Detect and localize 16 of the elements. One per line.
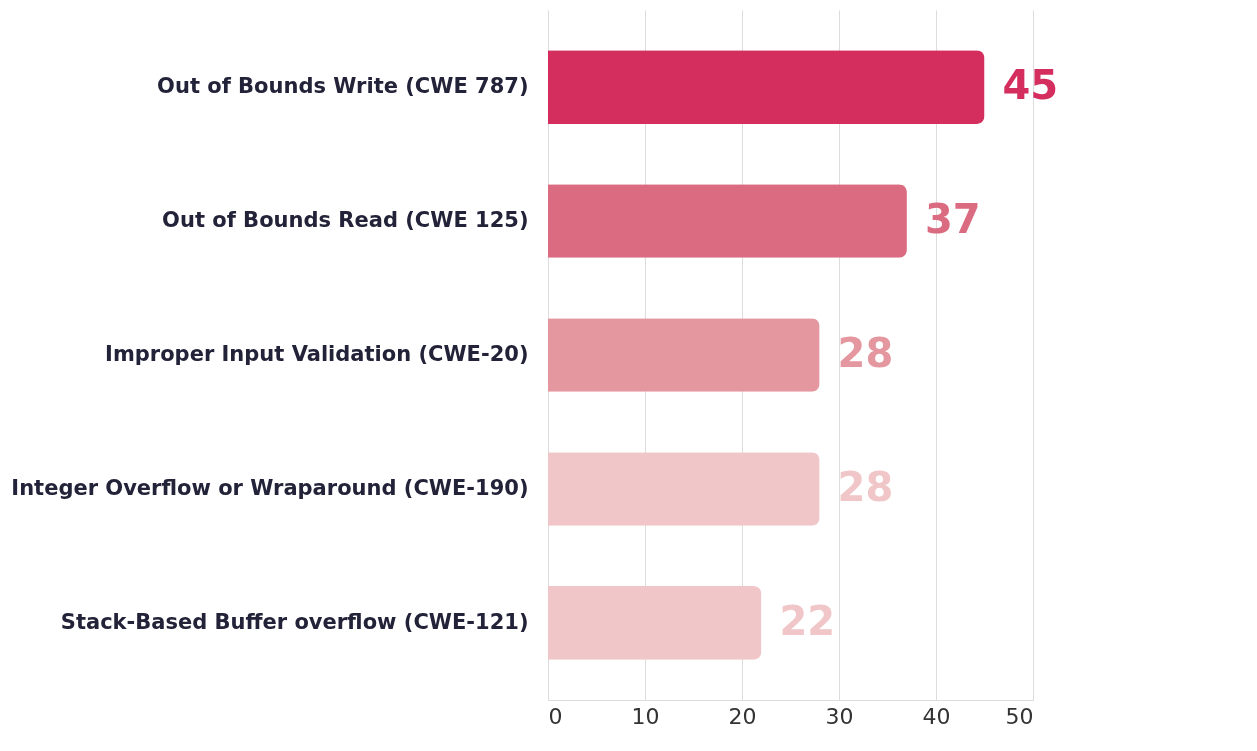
x-tick-label: 0 xyxy=(548,703,563,729)
x-tick-label: 10 xyxy=(631,703,660,729)
y-tick-label: Stack-Based Buffer overflow (CWE-121) xyxy=(60,609,529,634)
data-label: 22 xyxy=(779,597,836,644)
x-tick-label: 30 xyxy=(825,703,854,729)
y-tick-label: Integer Overflow or Wraparound (CWE-190) xyxy=(11,475,529,500)
x-tick-label: 40 xyxy=(922,703,951,729)
data-label: 28 xyxy=(837,330,894,376)
data-label: 28 xyxy=(837,463,894,510)
y-tick-label: Out of Bounds Read (CWE 125) xyxy=(162,208,529,233)
x-tick-label: 50 xyxy=(1005,703,1034,729)
y-tick-label: Out of Bounds Write (CWE 787) xyxy=(157,74,529,99)
y-tick-label: Improper Input Validation (CWE-20) xyxy=(105,342,529,366)
x-tick-label: 20 xyxy=(728,703,757,729)
data-label: 45 xyxy=(1002,62,1059,109)
data-label: 37 xyxy=(924,196,981,243)
